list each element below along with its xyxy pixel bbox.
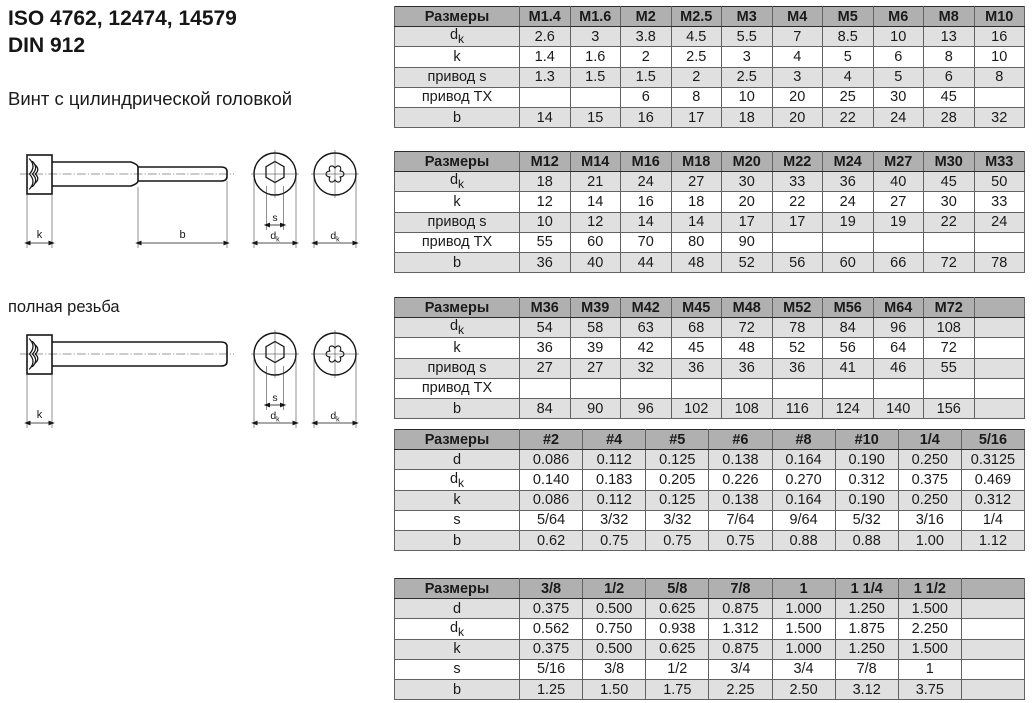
svg-text:dk: dk (330, 230, 340, 244)
svg-text:k: k (37, 409, 43, 421)
svg-text:s: s (272, 212, 277, 224)
svg-text:dk: dk (270, 410, 280, 424)
svg-text:s: s (272, 392, 277, 404)
svg-text:dk: dk (330, 410, 340, 424)
svg-text:k: k (37, 229, 43, 241)
svg-text:b: b (179, 229, 185, 241)
svg-text:dk: dk (270, 230, 280, 244)
